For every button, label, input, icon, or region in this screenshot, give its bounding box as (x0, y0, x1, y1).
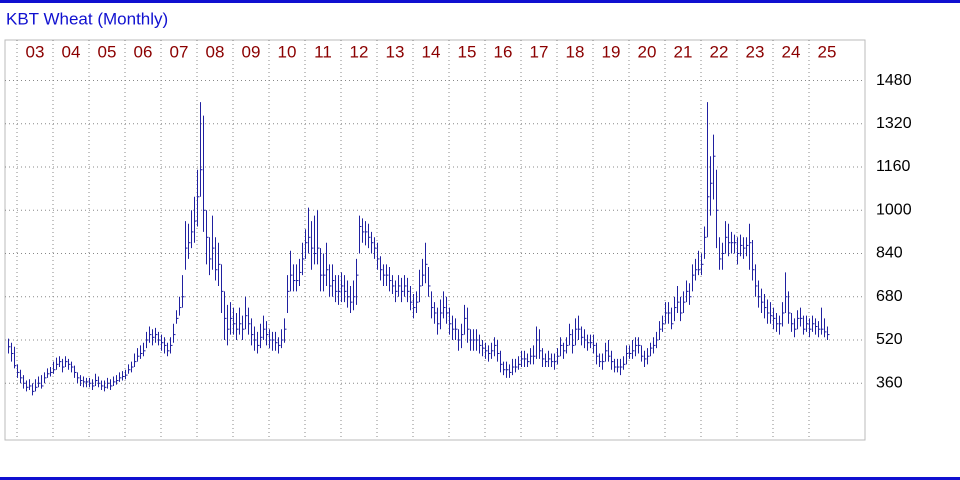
year-label: 13 (386, 42, 405, 61)
year-label: 21 (674, 42, 693, 61)
y-tick-label: 1320 (876, 115, 912, 132)
year-label: 16 (494, 42, 513, 61)
year-label: 24 (782, 42, 801, 61)
chart-title: KBT Wheat (Monthly) (6, 9, 168, 28)
y-tick-label: 840 (876, 245, 903, 262)
year-label: 14 (422, 42, 441, 61)
y-tick-label: 680 (876, 288, 903, 305)
year-label: 22 (710, 42, 729, 61)
y-tick-label: 1480 (876, 72, 912, 89)
year-label: 19 (602, 42, 621, 61)
year-label: 18 (566, 42, 585, 61)
y-tick-label: 1000 (876, 201, 912, 218)
year-label: 25 (818, 42, 837, 61)
year-label: 20 (638, 42, 657, 61)
year-label: 08 (206, 42, 225, 61)
year-label: 11 (314, 42, 332, 61)
year-label: 07 (170, 42, 189, 61)
y-tick-label: 360 (876, 374, 903, 391)
plot-frame (4, 39, 866, 441)
year-label: 09 (242, 42, 261, 61)
y-tick-label: 520 (876, 331, 903, 348)
year-label: 05 (98, 42, 117, 61)
year-label: 10 (278, 42, 297, 61)
year-label: 04 (62, 42, 81, 61)
year-label: 15 (458, 42, 477, 61)
year-label: 17 (530, 42, 549, 61)
year-label: 06 (134, 42, 153, 61)
year-label: 23 (746, 42, 765, 61)
year-label: 03 (26, 42, 45, 61)
y-tick-label: 1160 (876, 158, 911, 175)
year-label: 12 (350, 42, 369, 61)
